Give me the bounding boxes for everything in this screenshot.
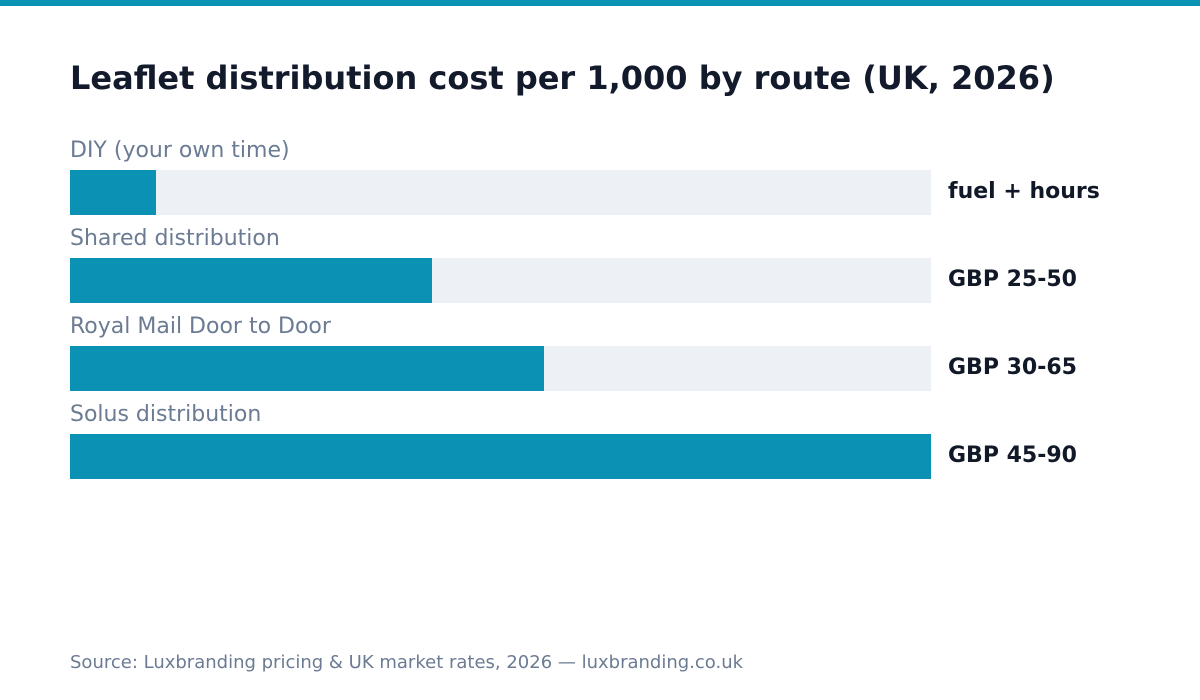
bar-track-diy-your-own-time bbox=[70, 170, 931, 215]
category-label-royal-mail-door-to-door: Royal Mail Door to Door bbox=[70, 314, 331, 339]
bar-royal-mail-door-to-door bbox=[70, 346, 544, 391]
value-label-diy-your-own-time: fuel + hours bbox=[948, 179, 1100, 204]
category-label-solus-distribution: Solus distribution bbox=[70, 402, 262, 427]
chart-title: Leaflet distribution cost per 1,000 by r… bbox=[70, 59, 1055, 97]
value-label-solus-distribution: GBP 45-90 bbox=[948, 443, 1077, 468]
top-accent-bar bbox=[0, 0, 1200, 6]
bar-diy-your-own-time bbox=[70, 170, 156, 215]
bar-shared-distribution bbox=[70, 258, 432, 303]
bar-track-shared-distribution bbox=[70, 258, 931, 303]
value-label-shared-distribution: GBP 25-50 bbox=[948, 267, 1077, 292]
bar-track-royal-mail-door-to-door bbox=[70, 346, 931, 391]
bar-track-solus-distribution bbox=[70, 434, 931, 479]
category-label-shared-distribution: Shared distribution bbox=[70, 226, 280, 251]
value-label-royal-mail-door-to-door: GBP 30-65 bbox=[948, 355, 1077, 380]
source-note: Source: Luxbranding pricing & UK market … bbox=[70, 652, 744, 673]
category-label-diy-your-own-time: DIY (your own time) bbox=[70, 138, 290, 163]
bar-solus-distribution bbox=[70, 434, 931, 479]
